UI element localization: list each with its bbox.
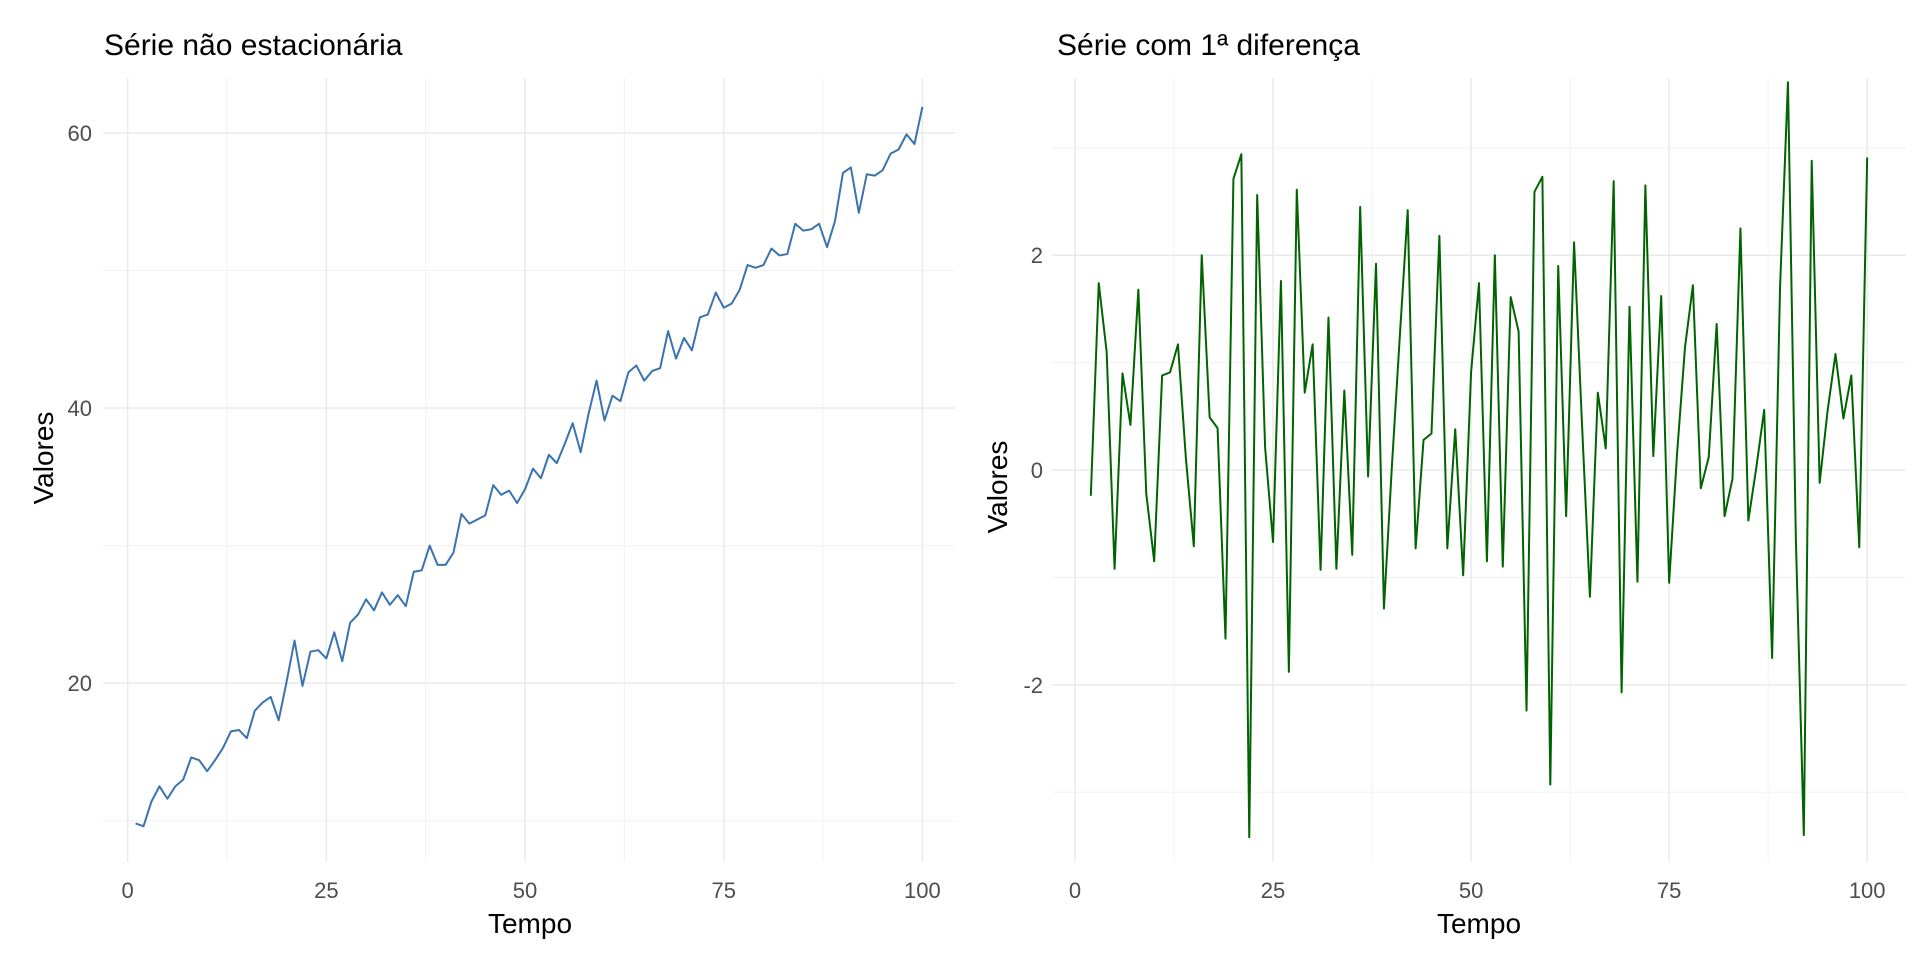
- y-tick-label: -2: [1023, 673, 1043, 698]
- x-tick-label: 100: [1849, 878, 1886, 903]
- panel-1-ticks: 0 25 50 75 100 -2 0 2: [1023, 243, 1885, 903]
- x-tick-label: 0: [1069, 878, 1081, 903]
- panel-1-series: [1089, 81, 1869, 839]
- panel-0-series: [135, 106, 924, 828]
- panel-0-x-axis-title: Tempo: [488, 908, 572, 939]
- panel-1-title: Série com 1ª diferença: [1057, 29, 1360, 62]
- x-tick-label: 100: [904, 878, 941, 903]
- panel-0-title: Série não estacionária: [104, 29, 403, 62]
- y-tick-label: 2: [1031, 243, 1043, 268]
- y-tick-label: 20: [68, 671, 92, 696]
- x-tick-label: 50: [513, 878, 537, 903]
- panel-0-ticks: 0 25 50 75 100 20 40 60: [68, 121, 941, 903]
- x-tick-label: 50: [1459, 878, 1483, 903]
- series-line: [1089, 81, 1869, 839]
- panel-0-grid: [103, 78, 955, 862]
- series-line: [135, 106, 924, 828]
- y-tick-label: 60: [68, 121, 92, 146]
- x-tick-label: 75: [1657, 878, 1681, 903]
- y-tick-label: 0: [1031, 458, 1043, 483]
- panel-1-y-axis-title: Valores: [982, 441, 1013, 534]
- x-tick-label: 0: [122, 878, 134, 903]
- y-tick-label: 40: [68, 396, 92, 421]
- x-tick-label: 75: [711, 878, 735, 903]
- x-tick-label: 25: [314, 878, 338, 903]
- panel-1-x-axis-title: Tempo: [1437, 908, 1521, 939]
- x-tick-label: 25: [1261, 878, 1285, 903]
- panel-0-y-axis-title: Valores: [28, 412, 59, 505]
- panel-first-difference: 0 25 50 75 100 -2 0 2 Série com 1ª diferença Te…: [982, 29, 1906, 939]
- panel-1-grid: [1052, 78, 1906, 862]
